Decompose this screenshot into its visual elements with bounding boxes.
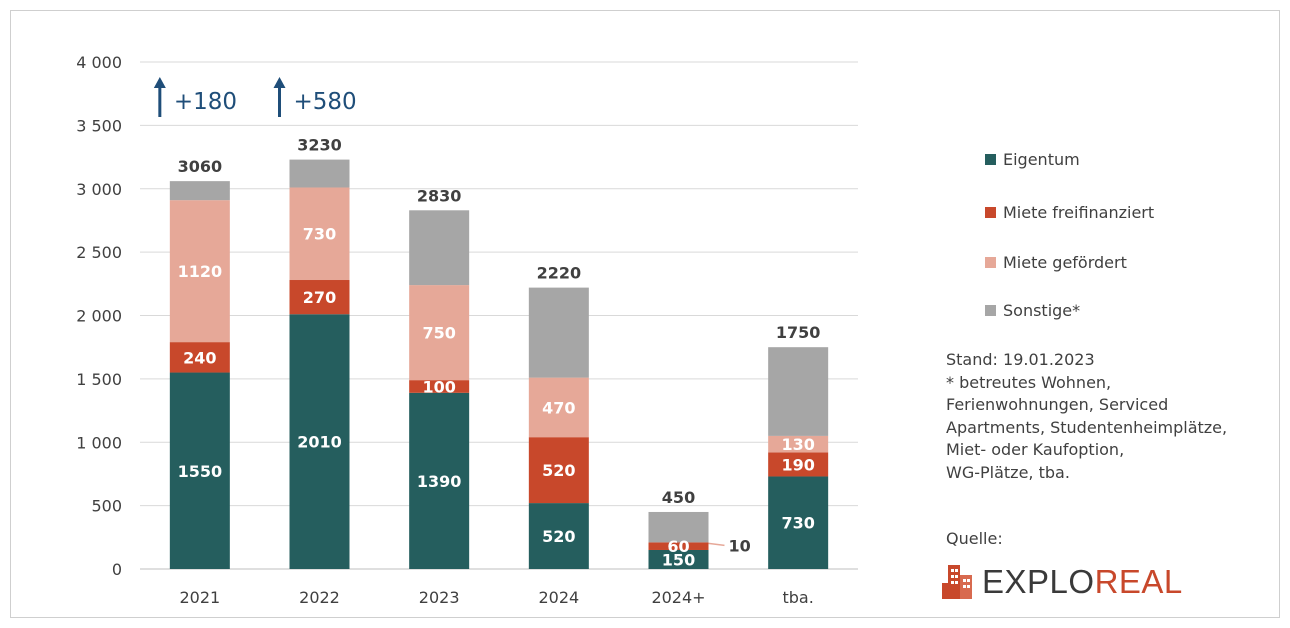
segment-label: 240 xyxy=(183,348,216,367)
segment-label: 270 xyxy=(303,288,336,307)
segment-labels: 1550 240 1120 2010 270 730 1390 100 750 520 520 470… xyxy=(178,225,815,570)
bar-segment-miete-freifinanziert xyxy=(289,280,350,315)
total-label: 450 xyxy=(662,488,695,507)
segment-label: 190 xyxy=(781,455,814,474)
segment-label: 1550 xyxy=(178,462,223,481)
bar-segment-miete-freifinanziert xyxy=(648,542,709,550)
note-line: Apartments, Studentenheimplätze, xyxy=(946,417,1228,437)
y-tick-label: 500 xyxy=(91,497,122,516)
segment-label: 750 xyxy=(422,324,455,343)
note-line: Ferienwohnungen, Serviced xyxy=(946,395,1169,414)
x-tick-label: 2024 xyxy=(538,588,579,607)
bar-segment-miete-freifinanziert xyxy=(169,342,230,373)
y-tick-label: 1 000 xyxy=(76,433,122,452)
note-line: * betreutes Wohnen, xyxy=(946,372,1112,392)
y-tick-label: 2 000 xyxy=(76,307,122,326)
logo-text-real: REAL xyxy=(1094,563,1183,600)
legend-swatch xyxy=(985,305,996,316)
bar-segment-eigentum xyxy=(409,392,470,569)
segment-label: 2010 xyxy=(297,433,342,452)
segment-label: 470 xyxy=(542,398,575,417)
source-label: Quelle: xyxy=(946,529,1003,548)
annotations: +180 +580 10 xyxy=(153,77,751,555)
y-tick-label: 1 500 xyxy=(76,370,122,389)
x-tick-label: 2023 xyxy=(419,588,460,607)
logo-text-explo: EXPLO xyxy=(982,563,1095,600)
segment-label: 730 xyxy=(781,514,814,533)
y-tick-label: 3 000 xyxy=(76,180,122,199)
bar-segment-miete-gef-rdert xyxy=(169,200,230,343)
legend-swatch xyxy=(985,154,996,165)
explorereal-logo: EXPLOREAL xyxy=(942,562,1222,604)
gridlines xyxy=(140,61,858,570)
bar-segment-miete-freifinanziert xyxy=(409,380,470,393)
legend-swatch xyxy=(985,207,996,218)
bar-segment-miete-freifinanziert xyxy=(528,437,589,504)
legend-label: Miete freifinanziert xyxy=(1003,203,1155,222)
total-label: 3060 xyxy=(178,157,223,176)
bar-segment-miete-gef-rdert xyxy=(409,285,470,381)
bar-segment-sonstige xyxy=(409,210,470,286)
bar-segment-eigentum xyxy=(169,372,230,569)
arrow-head-icon xyxy=(153,77,166,88)
note-line: Stand: 19.01.2023 xyxy=(946,350,1095,369)
segment-label: 1390 xyxy=(417,472,462,491)
growth-label: +180 xyxy=(174,89,237,115)
bar-segment-miete-freifinanziert xyxy=(768,452,829,477)
y-axis-ticks: 0 500 1 000 1 500 2 000 2 500 3 000 3 500 4 000 xyxy=(76,53,122,579)
legend-label: Eigentum xyxy=(1003,150,1080,169)
bar-segment-sonstige xyxy=(528,287,589,378)
note-line: Miet- oder Kaufoption, xyxy=(946,440,1125,459)
bar-segment-sonstige xyxy=(768,347,829,436)
bar-segment-sonstige xyxy=(648,511,709,543)
legend-swatch xyxy=(985,257,996,268)
note-line: WG-Plätze, tba. xyxy=(946,462,1070,482)
bar-segment-eigentum xyxy=(768,476,829,569)
x-tick-label: 2024+ xyxy=(651,588,705,607)
legend-label: Sonstige* xyxy=(1003,301,1081,320)
total-label: 3230 xyxy=(297,136,342,155)
y-tick-label: 0 xyxy=(112,560,122,579)
bar-segment-eigentum xyxy=(648,549,709,569)
arrow-head-icon xyxy=(273,77,286,88)
segment-label: 100 xyxy=(422,377,455,396)
segment-label: 520 xyxy=(542,461,575,480)
x-tick-label: tba. xyxy=(783,588,814,607)
bar-segment-miete-gef-rdert xyxy=(528,377,589,438)
bar-segment-sonstige xyxy=(289,159,350,188)
segment-label: 730 xyxy=(303,225,336,244)
segment-label: 150 xyxy=(662,550,695,569)
segment-label: 60 xyxy=(667,537,689,556)
growth-label: +580 xyxy=(294,89,357,115)
bar-segment-eigentum xyxy=(528,503,589,569)
bar-segment-eigentum xyxy=(289,314,350,569)
bar-segment-miete-gef-rdert xyxy=(289,187,350,281)
bars xyxy=(169,159,829,569)
logo-wordmark: EXPLOREAL xyxy=(982,562,1183,602)
segment-label: 1120 xyxy=(178,262,223,281)
total-labels: 3060 3230 2830 2220 450 1750 xyxy=(178,136,821,507)
x-tick-label: 2022 xyxy=(299,588,340,607)
x-axis-ticks: 2021 2022 2023 2024 2024+ tba. xyxy=(179,588,813,607)
building-icon xyxy=(942,565,972,599)
annotation-label: 10 xyxy=(729,536,751,555)
segment-label: 520 xyxy=(542,527,575,546)
y-tick-label: 2 500 xyxy=(76,243,122,262)
bar-segment-sonstige xyxy=(169,181,230,201)
y-tick-label: 4 000 xyxy=(76,53,122,72)
total-label: 1750 xyxy=(776,323,821,342)
y-tick-label: 3 500 xyxy=(76,116,122,135)
footnote: Stand: 19.01.2023 * betreutes Wohnen, Fe… xyxy=(946,349,1266,484)
x-tick-label: 2021 xyxy=(179,588,220,607)
total-label: 2830 xyxy=(417,186,462,205)
segment-label: 130 xyxy=(781,435,814,454)
leader-line xyxy=(708,542,725,547)
legend-label: Miete gefördert xyxy=(1003,253,1127,272)
total-label: 2220 xyxy=(537,264,582,283)
bar-segment-miete-gef-rdert xyxy=(768,435,829,453)
